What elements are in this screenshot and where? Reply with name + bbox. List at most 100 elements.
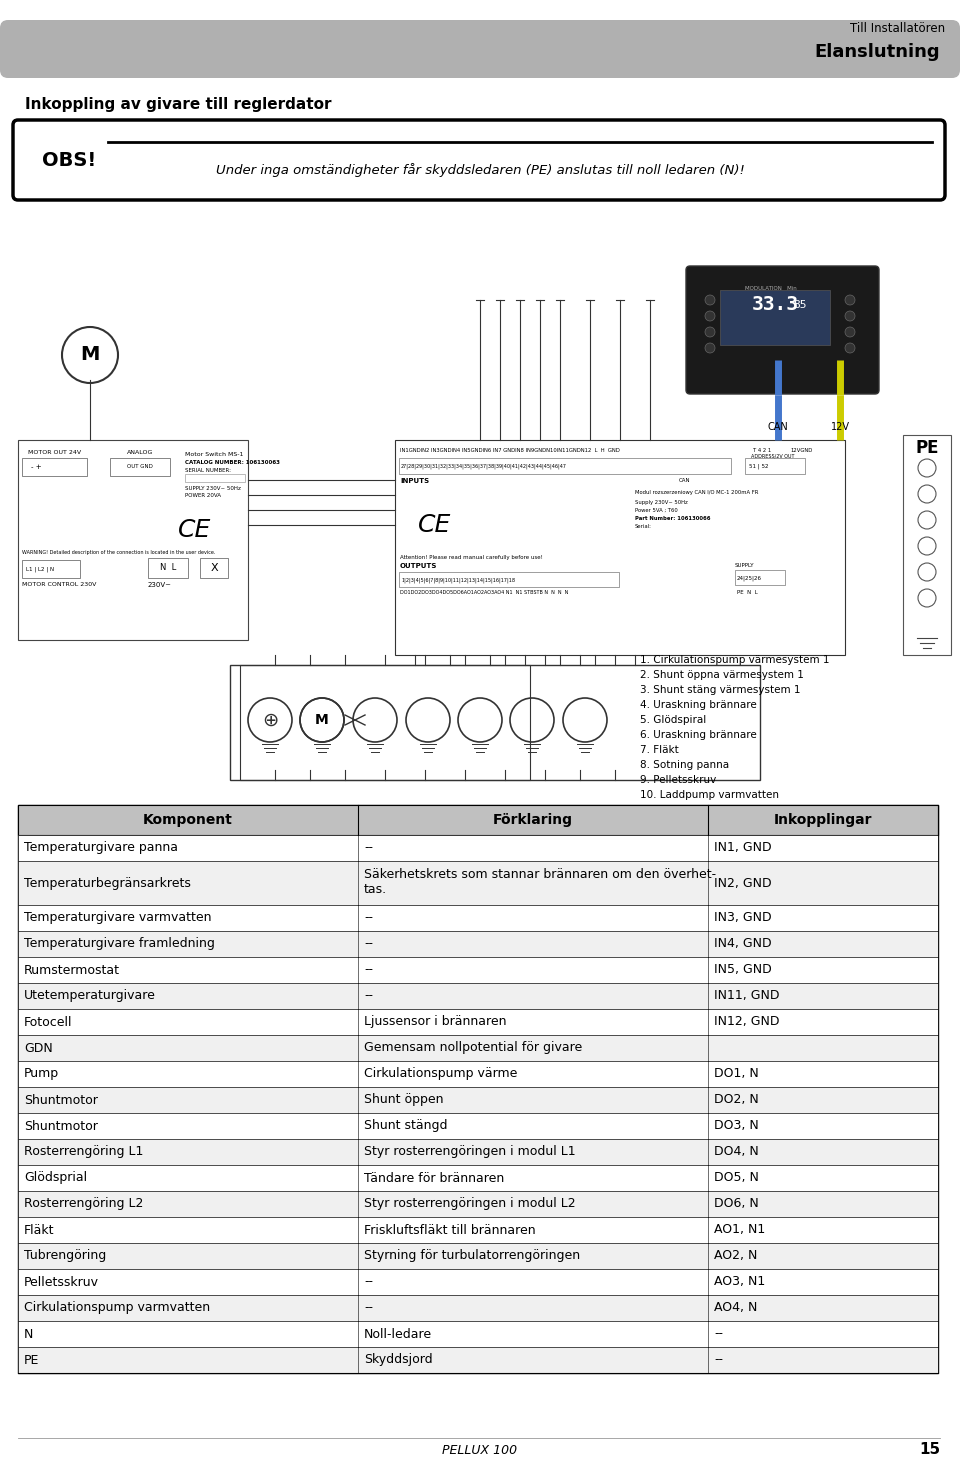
Text: DO5, N: DO5, N: [714, 1172, 758, 1184]
Text: Styrning för turbulatorrengöringen: Styrning för turbulatorrengöringen: [364, 1250, 580, 1263]
Text: IN12, GND: IN12, GND: [714, 1015, 780, 1028]
Text: CAN: CAN: [768, 422, 788, 431]
Text: Temperaturgivare varmvatten: Temperaturgivare varmvatten: [24, 911, 211, 924]
Text: 33.3: 33.3: [752, 295, 799, 314]
Text: SERIAL NUMBER:: SERIAL NUMBER:: [185, 468, 231, 472]
FancyBboxPatch shape: [686, 266, 879, 395]
Text: PELLUX 100: PELLUX 100: [443, 1444, 517, 1457]
Text: 1. Cirkulationspump värmesystem 1: 1. Cirkulationspump värmesystem 1: [640, 654, 829, 665]
Text: 2. Shunt öppna värmesystem 1: 2. Shunt öppna värmesystem 1: [640, 670, 804, 681]
Text: --: --: [364, 964, 373, 977]
Text: GDN: GDN: [24, 1042, 53, 1055]
Text: SUPPLY 230V~ 50Hz: SUPPLY 230V~ 50Hz: [185, 486, 241, 491]
Text: --: --: [364, 937, 373, 951]
Text: PE: PE: [915, 439, 939, 458]
Text: OUTPUTS: OUTPUTS: [400, 563, 438, 569]
Text: Under inga omständigheter får skyddsledaren (PE) anslutas till noll ledaren (N)!: Under inga omständigheter får skyddsleda…: [216, 163, 744, 178]
Text: CE: CE: [419, 513, 451, 537]
Text: 10. Laddpump varmvatten: 10. Laddpump varmvatten: [640, 791, 779, 800]
Text: IN3, GND: IN3, GND: [714, 911, 772, 924]
Text: ANALOG: ANALOG: [127, 450, 154, 455]
Text: --: --: [364, 911, 373, 924]
Text: PE  N  L: PE N L: [737, 590, 757, 596]
FancyBboxPatch shape: [0, 21, 960, 78]
Text: Noll-ledare: Noll-ledare: [364, 1328, 432, 1341]
Text: Fotocell: Fotocell: [24, 1015, 73, 1028]
Text: PE: PE: [24, 1354, 39, 1366]
Text: 85: 85: [793, 299, 806, 310]
Text: ADDRESS/2V OUT: ADDRESS/2V OUT: [752, 453, 795, 459]
Text: AO2, N: AO2, N: [714, 1250, 757, 1263]
Text: N  L: N L: [160, 563, 176, 572]
Bar: [18, 805, 938, 835]
Text: Motor Switch MS-1: Motor Switch MS-1: [185, 452, 244, 458]
Text: DO2, N: DO2, N: [714, 1093, 758, 1106]
Text: CATALOG NUMBER: 106130063: CATALOG NUMBER: 106130063: [185, 461, 280, 465]
Text: MOTOR CONTROL 230V: MOTOR CONTROL 230V: [22, 582, 96, 587]
Text: AO3, N1: AO3, N1: [714, 1275, 765, 1288]
Text: IN2, GND: IN2, GND: [714, 876, 772, 889]
Bar: [745, 458, 805, 474]
Text: DO3, N: DO3, N: [714, 1119, 758, 1133]
Text: Friskluftsfläkt till brännaren: Friskluftsfläkt till brännaren: [364, 1223, 536, 1237]
Text: Rosterrengöring L1: Rosterrengöring L1: [24, 1146, 143, 1159]
Text: Till Installatören: Till Installatören: [850, 22, 945, 35]
Text: IN1GNDIN2 IN3GNDIN4 IN5GNDIN6 IN7 GNDIN8 IN9GNDN10IN11GNDN12  L  H  GND: IN1GNDIN2 IN3GNDIN4 IN5GNDIN6 IN7 GNDIN8…: [400, 447, 620, 453]
Bar: [22, 458, 87, 475]
Text: 12VGND: 12VGND: [790, 447, 812, 453]
Text: 9. Pelletsskruv: 9. Pelletsskruv: [640, 775, 716, 785]
Text: Komponent: Komponent: [143, 813, 233, 827]
Bar: [240, 665, 530, 780]
Text: M: M: [315, 713, 329, 728]
Bar: [18, 805, 938, 1373]
Bar: [18, 1087, 938, 1113]
Text: N: N: [24, 1328, 34, 1341]
Text: Utetemperaturgivare: Utetemperaturgivare: [24, 990, 156, 1002]
Text: WARNING! Detailed description of the connection is located in the user device.: WARNING! Detailed description of the con…: [22, 550, 215, 555]
Bar: [18, 1347, 938, 1373]
Text: 15: 15: [919, 1442, 940, 1458]
Text: Cirkulationspump värme: Cirkulationspump värme: [364, 1068, 517, 1081]
Circle shape: [845, 295, 855, 305]
Text: IN5, GND: IN5, GND: [714, 964, 772, 977]
Text: IN4, GND: IN4, GND: [714, 937, 772, 951]
Bar: [720, 290, 830, 345]
Bar: [399, 572, 619, 587]
Text: MOTOR OUT 24V: MOTOR OUT 24V: [29, 450, 82, 455]
Bar: [230, 665, 760, 780]
Bar: [18, 956, 938, 983]
Text: Shuntmotor: Shuntmotor: [24, 1119, 98, 1133]
Text: Shunt stängd: Shunt stängd: [364, 1119, 447, 1133]
Text: CE: CE: [179, 518, 211, 541]
Text: Cirkulationspump varmvatten: Cirkulationspump varmvatten: [24, 1301, 210, 1314]
Text: --: --: [364, 842, 373, 854]
Text: 6. Uraskning brännare: 6. Uraskning brännare: [640, 731, 756, 739]
Circle shape: [705, 343, 715, 354]
Text: L1 | L2 | N: L1 | L2 | N: [26, 566, 54, 572]
Circle shape: [845, 311, 855, 321]
Text: Inkopplingar: Inkopplingar: [774, 813, 873, 827]
Bar: [18, 1191, 938, 1218]
Text: 3. Shunt stäng värmesystem 1: 3. Shunt stäng värmesystem 1: [640, 685, 801, 695]
Bar: [18, 1295, 938, 1320]
Bar: [18, 1138, 938, 1165]
Circle shape: [705, 311, 715, 321]
Bar: [18, 1243, 938, 1269]
Text: IN1, GND: IN1, GND: [714, 842, 772, 854]
Text: - +: - +: [31, 464, 41, 469]
Circle shape: [845, 327, 855, 337]
Text: --: --: [714, 1354, 723, 1366]
Text: Förklaring: Förklaring: [493, 813, 573, 827]
Text: 51 | 52: 51 | 52: [749, 464, 769, 469]
Text: Shunt öppen: Shunt öppen: [364, 1093, 444, 1106]
Text: DO1DO2DO3DO4DO5DO6AO1AO2AO3AO4 N1  N1 STBSTB N  N  N  N: DO1DO2DO3DO4DO5DO6AO1AO2AO3AO4 N1 N1 STB…: [400, 590, 568, 596]
Bar: [200, 557, 228, 578]
Text: Pump: Pump: [24, 1068, 60, 1081]
Bar: [18, 1269, 938, 1295]
Text: T 4 2 1: T 4 2 1: [753, 447, 771, 453]
Text: 12V: 12V: [830, 422, 850, 431]
Text: DO6, N: DO6, N: [714, 1197, 758, 1210]
Bar: [18, 861, 938, 905]
Text: 1|2|3|4|5|6|7|8|9|10|11|12|13|14|15|16|17|18: 1|2|3|4|5|6|7|8|9|10|11|12|13|14|15|16|1…: [401, 577, 515, 582]
Text: tas.: tas.: [364, 883, 387, 896]
